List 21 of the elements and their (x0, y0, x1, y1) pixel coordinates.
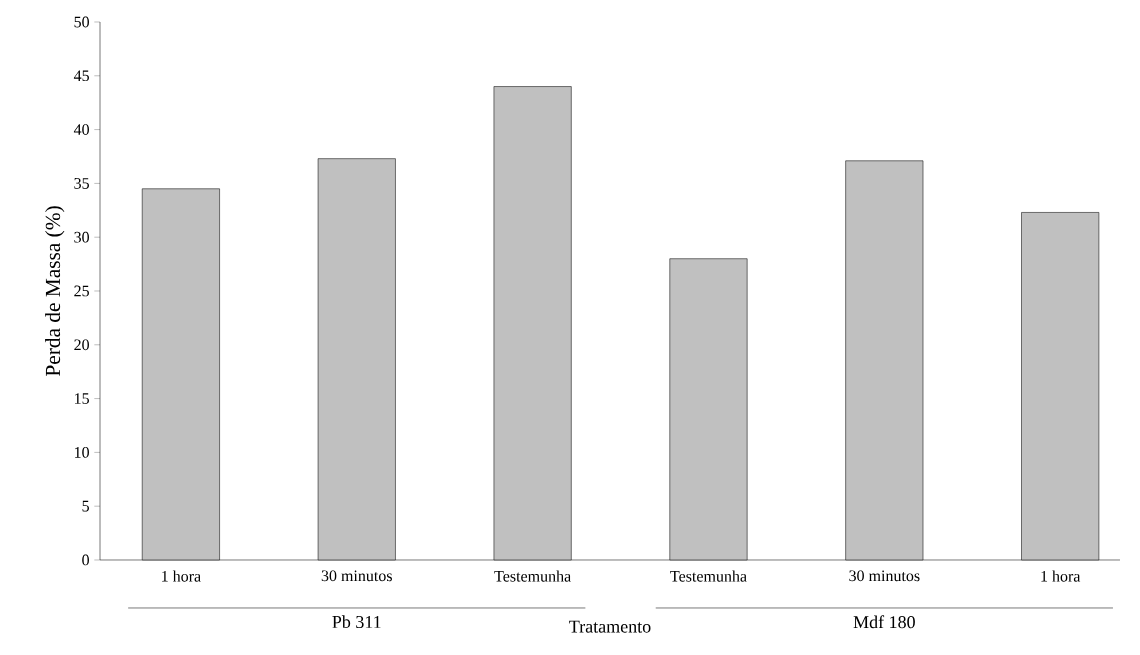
x-tick-label: Testemunha (670, 570, 747, 582)
y-tick-label: 25 (74, 285, 89, 297)
x-axis-title: Tratamento (569, 620, 651, 633)
y-tick-label: 40 (73, 124, 89, 135)
y-tick-label: 20 (74, 339, 89, 351)
text: Mdf 180 (853, 615, 915, 629)
x-tick-label: 1 hora (1041, 570, 1081, 582)
y-tick-label: 5 (82, 500, 89, 512)
x-tick-label: Testemunha (494, 570, 571, 582)
y-tick-label: 30 (74, 231, 89, 243)
x-tick-label: 30 minutos (849, 570, 920, 582)
y-tick-label: 10 (75, 446, 89, 458)
y-tick-label: 15 (75, 393, 89, 404)
y-tick-label: 35 (74, 178, 89, 189)
text: Pb 311 (332, 615, 381, 629)
y-axis-title: Perda de Massa (%) (45, 206, 65, 376)
y-tick-label: 50 (74, 16, 89, 28)
x-tick-label: 30 minutos (321, 570, 392, 582)
y-tick-label: 0 (82, 554, 89, 566)
x-tick-label: 1 hora (162, 570, 201, 582)
y-tick-label: 45 (73, 70, 89, 82)
